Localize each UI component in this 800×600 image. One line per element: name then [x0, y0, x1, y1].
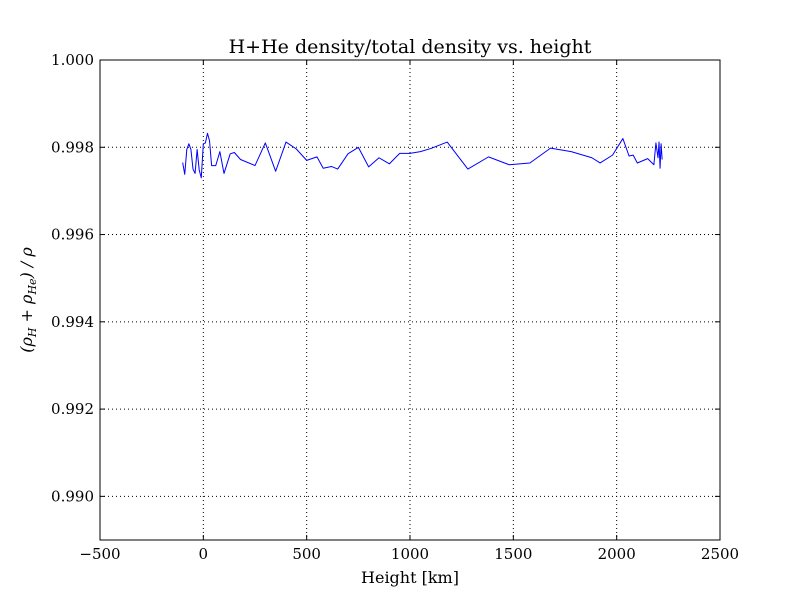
y-axis-title: (ρH + ρHe) / ρ: [17, 247, 39, 353]
x-tick-label: 2000: [598, 545, 636, 563]
y-tick-label: 0.992: [51, 400, 94, 418]
y-tick-label: 0.990: [51, 487, 94, 505]
series-line-0: [182, 132, 663, 179]
x-tick-label: 1000: [391, 545, 429, 563]
ticks-layer: [99, 59, 721, 540]
x-tick-label: 0: [199, 545, 209, 563]
series-layer: [182, 132, 663, 179]
y-tick-label: 1.000: [51, 51, 94, 69]
x-tick-label: 2500: [701, 545, 739, 563]
x-axis-title: Height [km]: [361, 568, 459, 587]
grid-layer: [100, 60, 720, 540]
y-tick-label: 0.994: [51, 313, 94, 331]
labels-layer: −500 0 500 1000 1500 2000 2500 0.990 0.992 0.994 0…: [51, 51, 739, 563]
chart-title: H+He density/total density vs. height: [229, 36, 592, 58]
x-tick-label: 500: [292, 545, 321, 563]
plot-frame: [99, 59, 721, 541]
y-tick-label: 0.998: [51, 138, 94, 156]
y-tick-label: 0.996: [51, 226, 94, 244]
x-tick-label: 1500: [494, 545, 532, 563]
x-tick-label: −500: [79, 545, 120, 563]
